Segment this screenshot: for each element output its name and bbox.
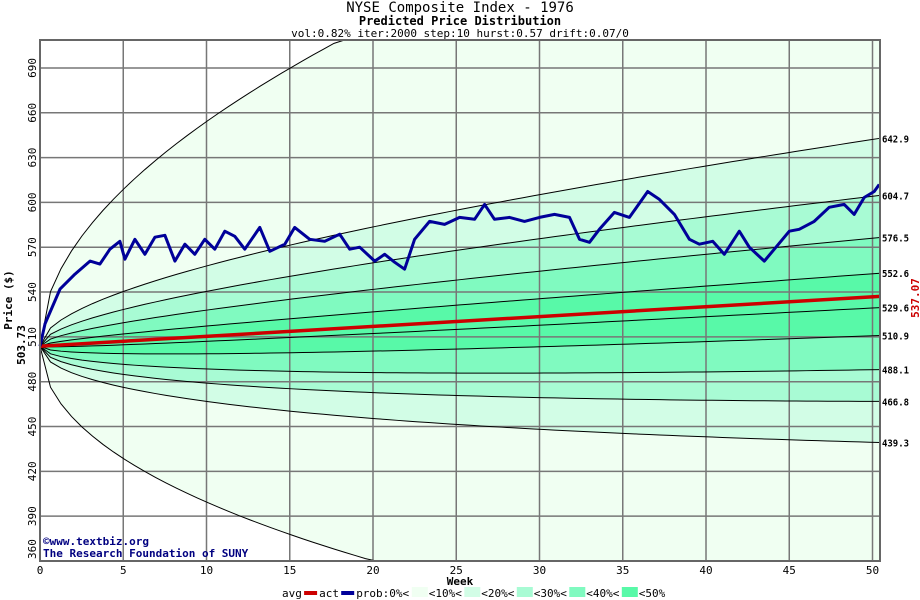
legend-band-label: <50% xyxy=(639,587,666,600)
legend-band-label: <20%< xyxy=(481,587,514,600)
legend-act-swatch xyxy=(341,591,355,595)
legend-band-swatch xyxy=(569,587,586,597)
x-tick-label: 50 xyxy=(866,564,879,577)
legend-band-swatch xyxy=(516,587,533,597)
x-tick-label: 35 xyxy=(616,564,629,577)
chart-title: NYSE Composite Index - 1976 xyxy=(346,0,574,16)
probability-band xyxy=(40,195,880,347)
probability-band xyxy=(40,346,880,402)
legend-band-swatch xyxy=(621,587,638,597)
quantile-end-label: 642.9 xyxy=(882,134,909,145)
x-tick-label: 25 xyxy=(450,564,463,577)
y-tick-label: 630 xyxy=(26,148,39,168)
y-tick-label: 690 xyxy=(26,58,39,78)
copyright-text: ©www.textbiz.org xyxy=(43,535,149,548)
legend: avg act prob:0%< <10%< <20%< <30%< <40%< <50% xyxy=(282,587,666,600)
quantile-end-label: 529.6 xyxy=(882,304,909,315)
quantile-line xyxy=(39,137,881,347)
chart-subtitle: Predicted Price Distribution xyxy=(359,14,561,28)
quantile-line xyxy=(39,272,881,347)
x-tick-label: 0 xyxy=(37,564,44,577)
y-tick-label: 390 xyxy=(26,506,39,526)
probability-band xyxy=(40,335,880,374)
y-tick-label: 450 xyxy=(26,417,39,437)
probability-band xyxy=(40,138,880,347)
x-tick-label: 45 xyxy=(783,564,796,577)
axis-labels: 0 5 10 15 20 25 30 35 40 45 5036039042045048051054… xyxy=(26,58,909,577)
avg-end-label: 537.07 xyxy=(909,278,920,318)
y-tick-label: 600 xyxy=(26,192,39,212)
quantile-line xyxy=(39,345,881,402)
quantile-end-label: 552.6 xyxy=(882,269,909,280)
x-tick-label: 15 xyxy=(283,564,296,577)
quantile-end-label: 604.7 xyxy=(882,191,909,202)
start-value-label: 503.73 xyxy=(15,325,28,365)
organization-text: The Research Foundation of SUNY xyxy=(43,547,249,560)
y-tick-label: 540 xyxy=(26,282,39,302)
x-tick-label: 30 xyxy=(533,564,546,577)
legend-band-swatch xyxy=(464,587,481,597)
legend-avg-label: avg xyxy=(282,587,302,600)
legend-band-label: <40%< xyxy=(586,587,619,600)
legend-avg-swatch xyxy=(304,591,318,595)
x-tick-label: 5 xyxy=(120,564,127,577)
quantile-end-label: 576.5 xyxy=(882,234,909,245)
quantile-end-label: 488.1 xyxy=(882,366,909,377)
x-tick-label: 40 xyxy=(699,564,712,577)
quantile-end-label: 466.8 xyxy=(882,397,909,408)
legend-band-label: <10%< xyxy=(429,587,462,600)
quantile-line xyxy=(39,307,881,348)
y-axis-label: Price ($) xyxy=(2,270,15,330)
y-tick-label: 510 xyxy=(26,327,39,347)
series-line-avg xyxy=(39,294,881,348)
legend-prob-label: prob:0%< xyxy=(356,587,409,600)
y-tick-label: 660 xyxy=(26,103,39,123)
quantile-end-label: 439.3 xyxy=(882,439,909,450)
y-tick-label: 360 xyxy=(26,539,39,559)
x-tick-label: 10 xyxy=(200,564,213,577)
probability-band xyxy=(40,346,880,561)
x-tick-label: 20 xyxy=(366,564,379,577)
quantile-line xyxy=(39,345,881,444)
series-line-act xyxy=(38,183,881,347)
probability-band xyxy=(40,40,880,347)
series-lines xyxy=(38,183,881,348)
quantile-line xyxy=(39,335,881,355)
chart-params: vol:0.82% iter:2000 step:10 hurst:0.57 d… xyxy=(291,27,629,40)
quantile-line xyxy=(39,237,881,347)
x-axis-label: Week xyxy=(447,575,474,588)
y-tick-label: 480 xyxy=(26,372,39,392)
legend-act-label: act xyxy=(319,587,339,600)
quantile-line xyxy=(39,194,881,347)
legend-band-label: <30%< xyxy=(534,587,567,600)
plot-frame xyxy=(39,39,881,562)
legend-band-swatch xyxy=(411,587,428,597)
y-tick-label: 570 xyxy=(26,237,39,257)
y-tick-label: 420 xyxy=(26,461,39,481)
probability-band xyxy=(40,346,880,443)
quantile-line xyxy=(39,345,881,374)
quantile-end-label: 510.9 xyxy=(882,332,909,343)
